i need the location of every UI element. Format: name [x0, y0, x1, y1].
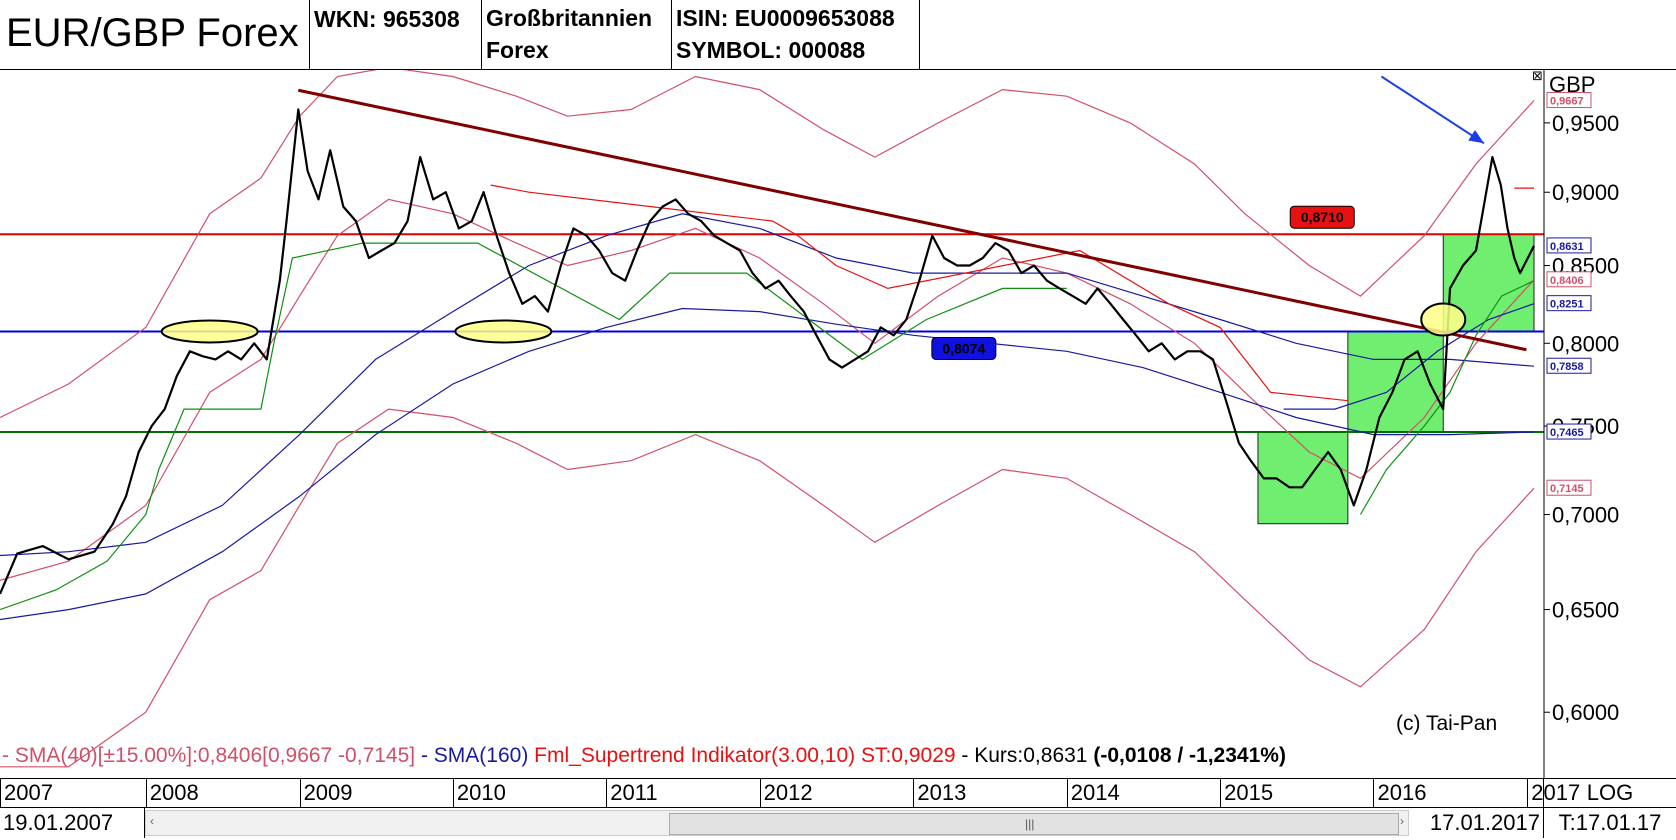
legend-sma40: - SMA(40)[±15.00%]:0,8406[0,9667 -0,7145…	[2, 744, 416, 767]
indicator-legend: - SMA(40)[±15.00%]:0,8406[0,9667 -0,7145…	[2, 744, 1286, 768]
supertrend-green-line	[0, 242, 1067, 611]
end-date: 17.01.2017	[1409, 808, 1544, 838]
x-tick-label: 2016	[1373, 779, 1426, 807]
support-ellipse-2	[1420, 302, 1467, 337]
pointer-arrow	[1380, 75, 1485, 145]
x-tick-label: 2009	[299, 779, 353, 807]
legend-sma160: - SMA(160)	[415, 744, 529, 767]
price-label-box	[1546, 357, 1592, 374]
market-label: Großbritannien Forex	[482, 0, 672, 69]
price-label: 0,8631	[1550, 241, 1584, 253]
sma40-upper-line	[0, 70, 1535, 419]
identifier-label: ISIN: EU0009653088 SYMBOL: 000088	[672, 0, 920, 69]
pointer-arrow-head	[1468, 130, 1485, 144]
time-scrollbar: 19.01.2007 ‹ ||| › 17.01.2017 T:17.01.17	[0, 808, 1676, 840]
price-label-box	[1546, 271, 1592, 288]
price-label: 0,8406	[1550, 275, 1584, 287]
price-label-box	[1546, 295, 1592, 312]
overlay-layer: 0,8710 0,8074	[160, 75, 1527, 360]
x-tick-label: 2012	[759, 779, 813, 807]
log-scale-toggle[interactable]: LOG	[1543, 779, 1676, 807]
sma40-line	[0, 198, 1535, 581]
supertrend-red-line	[490, 184, 1348, 402]
resistance-badge-box	[1289, 205, 1355, 229]
price-label: 0,8251	[1550, 299, 1584, 311]
last-trade-date: T:17.01.17	[1558, 810, 1662, 835]
price-label-box	[1546, 423, 1592, 440]
x-axis: LOG 2007 2008 2009 2010 2011 2012 2013 2014 2015…	[0, 778, 1676, 808]
sma160-c-line	[1283, 303, 1535, 410]
scroll-right-icon[interactable]: ›	[1400, 814, 1404, 828]
zones-layer	[1257, 233, 1535, 525]
y-tick-label: 0,6000	[1552, 700, 1619, 725]
legend-kurs: - Kurs:0,8631	[955, 744, 1094, 767]
y-tick-label: 0,6500	[1552, 598, 1619, 623]
supertrend-green2-line	[1359, 280, 1535, 515]
series-layer	[0, 70, 1535, 768]
y-tick-label: 0,8000	[1552, 331, 1619, 356]
symbol-label: SYMBOL: 000088	[676, 37, 866, 63]
price-label-box	[1546, 237, 1592, 254]
wkn-label: WKN: 965308	[310, 0, 482, 69]
legend-supertrend: Fml_Supertrend Indikator(3.00,10) ST:0,9…	[528, 744, 956, 767]
copyright-label: (c) Tai-Pan	[1396, 712, 1497, 735]
support-badge-text: 0,8074	[942, 340, 985, 356]
price-label-box	[1546, 92, 1592, 109]
y-tick-label: 0,9000	[1552, 180, 1619, 205]
start-date: 19.01.2007	[0, 808, 145, 838]
support-ellipse-0	[160, 319, 259, 344]
price-label: 0,7465	[1550, 427, 1584, 439]
support-badge-box	[931, 336, 997, 360]
chart-header: EUR/GBP Forex WKN: 965308 Großbritannien…	[0, 0, 1676, 70]
price-label-box	[1546, 479, 1592, 496]
grip-icon: |||	[1025, 817, 1035, 831]
sma160-b-line	[0, 307, 1535, 621]
isin-label: ISIN: EU0009653088	[676, 5, 895, 31]
x-tick-label: 2014	[1066, 779, 1120, 807]
instrument-title: EUR/GBP Forex	[0, 0, 310, 69]
price-label: 0,9667	[1550, 96, 1584, 108]
price-label: 0,7858	[1550, 361, 1584, 373]
scroll-thumb[interactable]: |||	[669, 813, 1399, 835]
sma160-a-line	[0, 213, 1535, 557]
price-layer	[0, 108, 1535, 595]
scroll-left-icon[interactable]: ‹	[150, 814, 154, 828]
x-tick-label: 2015	[1220, 779, 1273, 807]
x-tick-label: 2008	[145, 779, 199, 807]
x-tick-label: 2010	[452, 779, 506, 807]
currency-label: GBP	[1549, 72, 1595, 97]
legend-change: (-0,0108 / -1,2341%)	[1093, 744, 1286, 767]
sma40-lower-line	[0, 408, 1535, 768]
y-tick-label: 0,7000	[1552, 503, 1619, 528]
x-tick-label: 2011	[606, 779, 658, 807]
x-tick-label: 2007	[0, 779, 53, 807]
price-line	[0, 108, 1535, 595]
market-type: Forex	[486, 37, 549, 63]
price-label: 0,7145	[1550, 483, 1584, 495]
close-chart-icon[interactable]: ⊠	[1532, 70, 1543, 84]
resistance-badge-text: 0,8710	[1301, 209, 1344, 225]
scroll-track[interactable]: ‹ ||| ›	[145, 810, 1409, 836]
y-axis: 0,95000,90000,85000,80000,75000,70000,65…	[1544, 92, 1619, 725]
x-tick-label: 2017	[1527, 779, 1580, 807]
support-ellipse-1	[454, 319, 553, 344]
market-country: Großbritannien	[486, 5, 653, 31]
x-tick-label: 2013	[913, 779, 966, 807]
y-tick-label: 0,9500	[1552, 111, 1619, 136]
downtrend-line	[298, 88, 1527, 352]
